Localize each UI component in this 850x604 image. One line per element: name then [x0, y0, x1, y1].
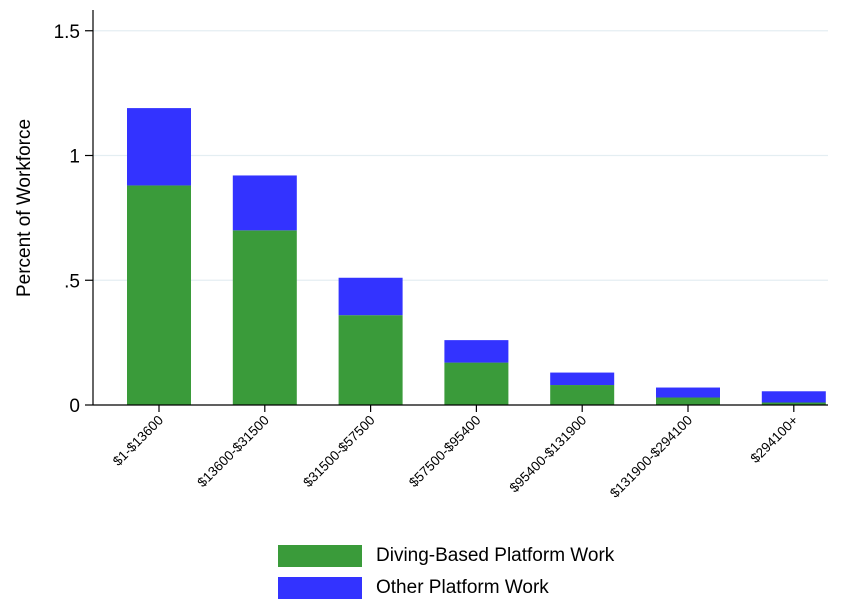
bar-diving-based — [761, 402, 826, 405]
legend-swatch-diving — [278, 545, 362, 567]
bar-other-platform — [444, 340, 509, 363]
x-tick-label: $13600-$31500 — [194, 413, 271, 490]
y-tick-label: 0 — [69, 396, 80, 417]
bar-other-platform — [127, 108, 191, 186]
legend-swatch-other — [278, 577, 362, 599]
legend-item-other: Other Platform Work — [278, 572, 614, 604]
bars — [127, 108, 826, 405]
legend: Diving-Based Platform Work Other Platfor… — [278, 540, 614, 604]
bar-other-platform — [232, 175, 297, 231]
x-ticks: $1-$13600 $13600-$31500 $31500-$57500 $5750… — [110, 405, 801, 501]
bar-other-platform — [656, 387, 720, 398]
bar-diving-based — [550, 385, 615, 405]
y-axis-label: Percent of Workforce — [14, 119, 35, 297]
legend-label-other: Other Platform Work — [376, 577, 549, 598]
bar-diving-based — [656, 397, 720, 405]
y-tick-label: .5 — [64, 271, 80, 292]
bar-other-platform — [761, 391, 826, 403]
bar-chart-svg: 0 .5 1 1.5 $1-$13600 $13600-$31500 $31500-$57… — [14, 10, 828, 501]
legend-label-diving: Diving-Based Platform Work — [376, 545, 615, 566]
axes — [92, 10, 828, 406]
bar-diving-based — [232, 230, 297, 405]
x-tick-label: $31500-$57500 — [300, 413, 377, 490]
bar-diving-based — [127, 185, 191, 405]
bar-other-platform — [338, 277, 403, 316]
y-tick-label: 1 — [69, 147, 80, 168]
bar-other-platform — [550, 372, 615, 386]
x-tick-label: $57500-$95400 — [406, 413, 483, 490]
x-tick-label: $131900-$294100 — [607, 413, 695, 501]
x-tick-label: $294100+ — [748, 412, 801, 465]
x-tick-label: $1-$13600 — [110, 413, 166, 469]
bar-diving-based — [338, 315, 403, 405]
legend-item-diving: Diving-Based Platform Work — [278, 540, 614, 572]
x-tick-label: $95400-$131900 — [507, 413, 590, 496]
grid-lines — [93, 30, 828, 281]
bar-diving-based — [444, 362, 509, 405]
y-tick-label: 1.5 — [54, 22, 80, 43]
y-ticks: 0 .5 1 1.5 — [54, 22, 93, 417]
